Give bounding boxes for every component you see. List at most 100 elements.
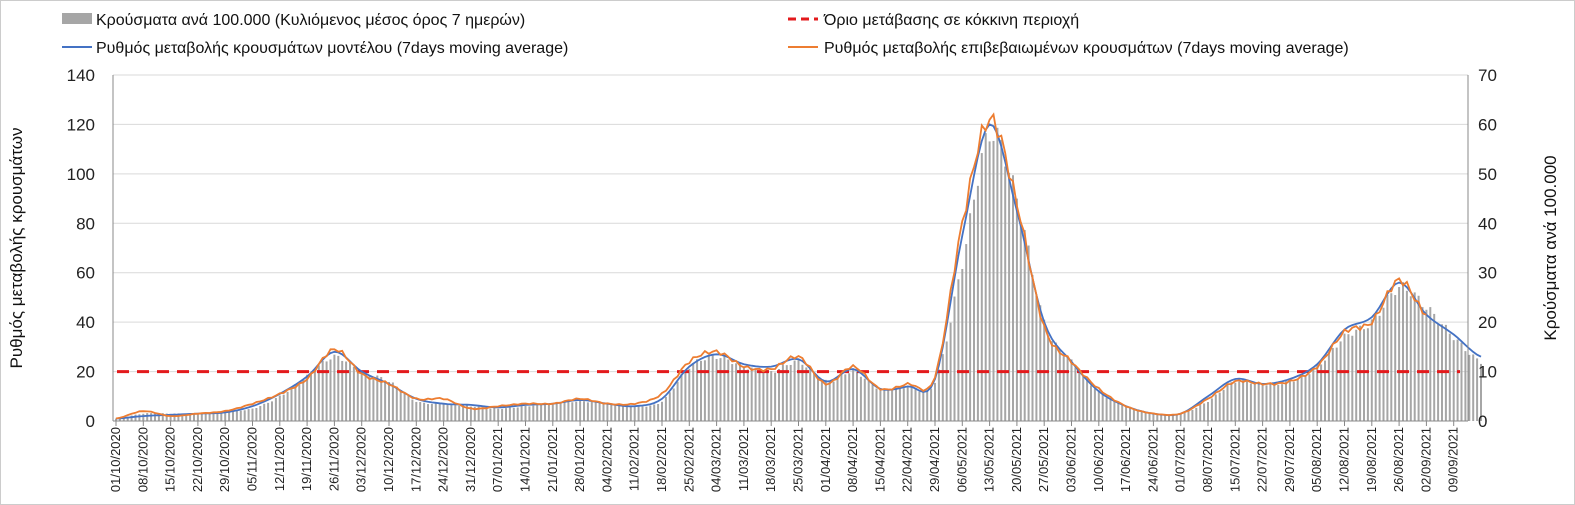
bar xyxy=(969,213,972,421)
x-tick-label: 22/07/2021 xyxy=(1255,427,1270,492)
bar xyxy=(1136,410,1139,421)
bar xyxy=(778,369,780,421)
y-right-tick-label: 30 xyxy=(1478,264,1497,283)
bar xyxy=(376,375,379,421)
bar xyxy=(126,416,129,421)
bar xyxy=(590,401,593,421)
bar xyxy=(1062,356,1065,421)
bar xyxy=(598,403,601,421)
x-tick-label: 12/08/2021 xyxy=(1337,427,1352,492)
bar xyxy=(450,403,453,421)
bar xyxy=(329,359,332,421)
bar xyxy=(922,391,925,421)
model-rate-line xyxy=(115,123,1482,420)
y-left-tick-label: 40 xyxy=(76,313,95,332)
bar xyxy=(793,360,796,421)
bar xyxy=(828,381,831,421)
bar xyxy=(844,374,847,421)
bar xyxy=(629,406,632,421)
bar xyxy=(863,378,866,421)
bar xyxy=(684,370,687,421)
bar xyxy=(1031,274,1034,421)
bar xyxy=(988,141,991,421)
bar xyxy=(797,359,800,421)
bar xyxy=(1090,385,1092,421)
bar xyxy=(384,381,387,421)
bar xyxy=(208,412,211,421)
x-tick-label: 19/08/2021 xyxy=(1364,427,1379,492)
bar xyxy=(567,401,570,421)
bar xyxy=(138,414,141,421)
bar xyxy=(415,401,418,421)
bar xyxy=(1152,413,1155,421)
bar xyxy=(668,392,671,421)
y-right-tick-label: 60 xyxy=(1478,115,1497,134)
bar xyxy=(1320,364,1323,421)
bar xyxy=(239,410,242,421)
bar xyxy=(856,371,858,421)
bar xyxy=(898,386,901,421)
bar xyxy=(1101,393,1104,421)
bar xyxy=(1168,414,1170,421)
bar xyxy=(719,358,722,421)
bar xyxy=(536,404,539,421)
bar xyxy=(1265,385,1268,421)
bar xyxy=(1429,307,1432,421)
bar xyxy=(267,402,270,421)
bar xyxy=(438,403,441,421)
bar xyxy=(770,371,773,421)
bar xyxy=(142,413,145,421)
bar xyxy=(337,355,340,421)
bar xyxy=(356,371,359,421)
bar xyxy=(906,387,909,421)
bar xyxy=(1074,367,1077,421)
bar xyxy=(1054,342,1057,421)
bar xyxy=(1421,307,1424,421)
x-tick-label: 15/10/2020 xyxy=(163,427,178,492)
confirmed-rate-line xyxy=(115,112,1427,420)
bar xyxy=(313,371,316,421)
bar xyxy=(1249,383,1252,421)
bar xyxy=(1339,341,1342,421)
y-left-tick-label: 140 xyxy=(67,66,95,85)
bar xyxy=(505,408,507,421)
bar xyxy=(189,413,192,421)
x-tick-label: 08/07/2021 xyxy=(1200,427,1215,492)
bar xyxy=(1222,389,1225,421)
bar xyxy=(641,406,644,421)
bar xyxy=(809,367,812,421)
bar xyxy=(586,402,589,421)
y-left-tick-label: 0 xyxy=(86,412,95,431)
bar xyxy=(411,399,414,421)
bar xyxy=(1226,384,1229,421)
bar xyxy=(1327,352,1330,421)
bar xyxy=(1312,368,1315,421)
x-tick-label: 05/11/2020 xyxy=(245,427,260,491)
bar xyxy=(766,369,769,421)
bar xyxy=(391,382,394,421)
bar xyxy=(524,405,527,421)
x-tick-label: 02/09/2021 xyxy=(1418,427,1433,492)
bar xyxy=(555,403,558,421)
bar xyxy=(1304,374,1307,421)
bar xyxy=(310,373,312,421)
bar xyxy=(1121,405,1124,421)
bar xyxy=(758,372,761,421)
bar xyxy=(263,403,266,421)
bar xyxy=(930,388,933,421)
bar xyxy=(1132,409,1135,421)
bar xyxy=(185,413,188,421)
bar xyxy=(259,406,262,421)
bar xyxy=(696,359,699,421)
bar xyxy=(1316,364,1319,421)
bar xyxy=(364,371,367,421)
bar xyxy=(914,388,917,421)
bar xyxy=(961,268,964,421)
bar xyxy=(645,406,648,421)
bar xyxy=(118,417,121,421)
bar xyxy=(723,355,726,421)
bar xyxy=(528,406,531,421)
bar xyxy=(820,380,823,421)
bar xyxy=(1179,413,1182,421)
bar xyxy=(547,403,550,421)
